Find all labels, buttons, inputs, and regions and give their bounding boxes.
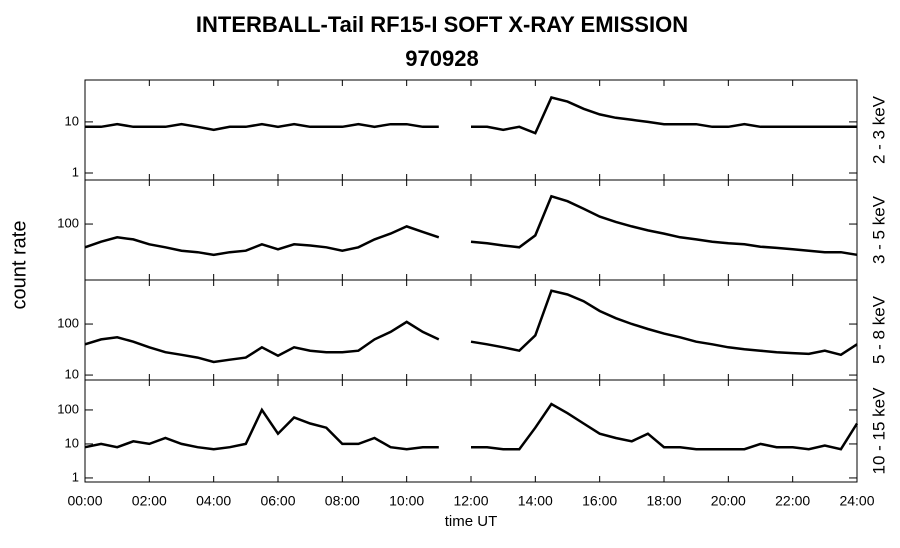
x-tick-label: 04:00 — [196, 493, 231, 509]
series-line — [85, 96, 857, 135]
panel-label: 3 - 5 keV — [869, 195, 888, 264]
x-axis-label: time UT — [445, 513, 498, 530]
series-line — [84, 402, 859, 451]
plot-frame — [84, 379, 858, 483]
series-line — [84, 289, 858, 364]
y-tick-label: 10 — [65, 366, 79, 381]
x-tick-label: 12:00 — [453, 493, 488, 509]
plot-frame — [84, 79, 858, 181]
x-tick-label: 08:00 — [325, 493, 360, 509]
x-tick-label: 16:00 — [582, 493, 617, 509]
y-axis-label: count rate — [8, 221, 30, 310]
y-tick-label: 10 — [65, 113, 79, 128]
x-tick-label: 06:00 — [260, 493, 295, 509]
x-tick-label: 18:00 — [646, 493, 681, 509]
y-tick-label: 10 — [65, 435, 79, 450]
chart-subtitle: 970928 — [405, 46, 478, 71]
x-tick-label: 10:00 — [389, 493, 424, 509]
x-tick-label: 02:00 — [132, 493, 167, 509]
y-tick-label: 1 — [72, 469, 79, 484]
x-tick-label: 22:00 — [775, 493, 810, 509]
series-line — [84, 194, 858, 257]
x-tick-label: 20:00 — [711, 493, 746, 509]
x-tick-label: 14:00 — [518, 493, 553, 509]
y-tick-label: 100 — [57, 215, 79, 230]
x-tick-label: 24:00 — [839, 493, 874, 509]
y-tick-label: 100 — [57, 315, 79, 330]
plot-frame — [84, 179, 858, 281]
panel-label: 5 - 8 keV — [869, 295, 888, 364]
y-tick-label: 1 — [72, 164, 79, 179]
plot-frame — [84, 279, 858, 381]
y-tick-label: 100 — [57, 401, 79, 416]
chart-title: INTERBALL-Tail RF15-I SOFT X-RAY EMISSIO… — [196, 12, 688, 37]
x-tick-label: 00:00 — [67, 493, 102, 509]
panel-label: 2 - 3 keV — [869, 95, 888, 164]
panel-label: 10 - 15 keV — [869, 387, 888, 475]
